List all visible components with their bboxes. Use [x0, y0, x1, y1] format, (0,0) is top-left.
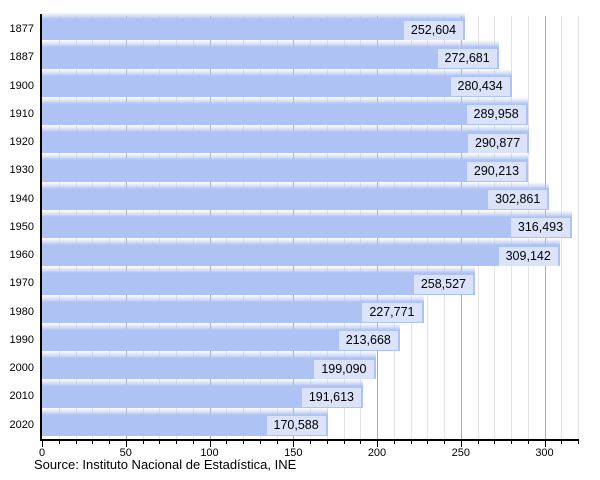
- bar-value-label: 309,142: [498, 246, 558, 266]
- bar-value-label: 227,771: [362, 303, 422, 322]
- y-axis-category-label: 1920: [9, 136, 34, 148]
- minor-tick: [159, 441, 160, 444]
- bar: 309,142: [42, 238, 560, 267]
- y-axis-category-label: 1940: [9, 192, 34, 205]
- major-tick: [377, 441, 378, 447]
- bar-value-label: 290,213: [466, 161, 527, 181]
- x-axis-tick-label: 150: [284, 447, 303, 459]
- minor-tick: [494, 441, 495, 444]
- y-axis-category-label: 1900: [9, 79, 34, 92]
- major-tick: [293, 441, 294, 447]
- bar-value-label: 191,613: [301, 387, 361, 407]
- minor-tick: [394, 441, 395, 444]
- y-axis-category-label: 2000: [9, 362, 34, 374]
- bar-value-label: 213,668: [338, 331, 398, 351]
- y-axis-category-label: 1930: [9, 164, 34, 177]
- bar: 272,681: [42, 40, 499, 69]
- bar-value-label: 316,493: [510, 218, 571, 238]
- y-axis-category-label: 2020: [9, 418, 34, 431]
- minor-tick: [260, 441, 261, 444]
- minor-tick: [76, 441, 77, 444]
- y-axis-category-label: 1910: [9, 107, 34, 120]
- x-axis-tick-label: 50: [119, 447, 132, 459]
- minor-tick: [478, 441, 479, 444]
- major-tick: [210, 441, 211, 447]
- minor-tick: [277, 441, 278, 444]
- major-tick: [42, 441, 43, 447]
- bar: 170,588: [42, 407, 328, 436]
- minor-tick: [511, 441, 512, 444]
- bar-value-label: 199,090: [314, 359, 374, 379]
- bars-area: 252,604 272,681 280,434 289,958 290,877 290,2…: [42, 12, 579, 442]
- x-axis-line: [40, 439, 579, 441]
- minor-tick: [243, 441, 244, 444]
- bar-value-label: 170,588: [266, 416, 326, 435]
- y-axis-category-label: 1980: [9, 305, 34, 318]
- minor-tick: [427, 441, 428, 444]
- minor-tick: [176, 441, 177, 444]
- bar: 213,668: [42, 322, 400, 351]
- minor-tick: [310, 441, 311, 444]
- y-axis-category-labels: 1877 1887 1900 1910 1920 1930 1940 1950 1960 1970…: [0, 12, 36, 455]
- bar-value-label: 252,604: [403, 20, 464, 40]
- y-axis-category-label: 1887: [9, 51, 34, 64]
- y-axis-category-label: 1990: [9, 333, 34, 346]
- y-axis-category-label: 1877: [9, 23, 34, 35]
- minor-tick: [109, 441, 110, 444]
- minor-tick: [143, 441, 144, 444]
- minor-tick: [327, 441, 328, 444]
- bar: 227,771: [42, 294, 424, 323]
- x-axis-tick-label: 100: [200, 447, 219, 459]
- x-axis-ticks: [42, 441, 579, 449]
- bar: 290,213: [42, 153, 529, 182]
- bar: 302,861: [42, 181, 550, 210]
- minor-tick: [59, 441, 60, 444]
- source-caption: Source: Instituto Nacional de Estadístic…: [34, 457, 297, 472]
- y-axis-category-label: 1970: [9, 277, 34, 290]
- major-tick: [126, 441, 127, 447]
- x-axis-tick-label: 0: [38, 447, 46, 459]
- bar-value-label: 302,861: [488, 190, 548, 209]
- bar: 191,613: [42, 379, 363, 408]
- minor-tick: [578, 441, 579, 444]
- minor-tick: [193, 441, 194, 444]
- x-axis-tick-label: 300: [535, 447, 554, 459]
- major-tick: [461, 441, 462, 447]
- x-axis-tick-label: 200: [367, 447, 387, 459]
- bar: 290,877: [42, 125, 530, 154]
- minor-tick: [344, 441, 345, 444]
- major-tick: [545, 441, 546, 447]
- minor-tick: [411, 441, 412, 444]
- minor-tick: [226, 441, 227, 444]
- bar: 199,090: [42, 351, 376, 380]
- x-axis-tick-labels: 0 50 100 150 200 250 300: [39, 447, 600, 461]
- y-axis-category-label: 1960: [9, 249, 34, 261]
- y-axis-line: [40, 14, 42, 441]
- minor-gridline: [578, 16, 579, 439]
- bar-value-label: 272,681: [437, 48, 497, 68]
- minor-tick: [92, 441, 93, 444]
- bar: 252,604: [42, 12, 466, 41]
- y-axis-category-label: 1950: [9, 220, 34, 233]
- x-axis-tick-label: 250: [451, 447, 470, 459]
- bar: 280,434: [42, 68, 512, 97]
- bar: 289,958: [42, 96, 528, 125]
- minor-tick: [360, 441, 361, 444]
- bar: 316,493: [42, 209, 573, 238]
- minor-tick: [444, 441, 445, 444]
- bar-value-label: 290,877: [468, 133, 528, 153]
- y-axis-category-label: 2010: [9, 390, 34, 403]
- bar-value-label: 258,527: [413, 274, 473, 294]
- minor-tick: [561, 441, 562, 444]
- bar-value-label: 289,958: [466, 105, 526, 125]
- bar-value-label: 280,434: [450, 77, 510, 96]
- minor-tick: [528, 441, 529, 444]
- bar: 258,527: [42, 266, 475, 295]
